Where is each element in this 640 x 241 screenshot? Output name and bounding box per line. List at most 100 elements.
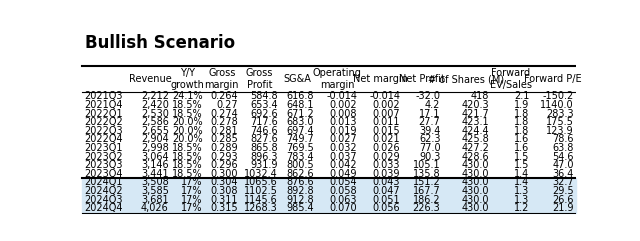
Text: 1.3: 1.3 (514, 186, 529, 196)
Bar (83, 195, 130, 204)
Text: 18.5%: 18.5% (172, 100, 202, 110)
Text: 0.047: 0.047 (372, 186, 401, 196)
Bar (83, 187, 130, 195)
Bar (491, 66, 531, 92)
Bar (204, 161, 239, 170)
Text: 3,681: 3,681 (141, 195, 169, 205)
Bar (442, 161, 491, 170)
Text: 283.3: 283.3 (547, 108, 574, 119)
Text: 1.2: 1.2 (514, 203, 529, 213)
Text: -150.2: -150.2 (543, 91, 574, 101)
Text: 1102.5: 1102.5 (244, 186, 278, 196)
Text: 783.4: 783.4 (286, 152, 314, 162)
Text: 2.1: 2.1 (514, 91, 529, 101)
Bar (316, 92, 358, 101)
Text: 418: 418 (471, 91, 490, 101)
Text: 26.6: 26.6 (552, 195, 574, 205)
Bar (531, 109, 575, 118)
Text: 226.3: 226.3 (413, 203, 440, 213)
Text: 0.289: 0.289 (211, 143, 238, 153)
Bar (358, 187, 402, 195)
Bar (442, 92, 491, 101)
Text: 105.1: 105.1 (413, 160, 440, 170)
Text: 2024Q3: 2024Q3 (84, 195, 122, 205)
Bar (491, 187, 531, 195)
Bar (402, 152, 442, 161)
Bar (316, 135, 358, 144)
Bar (442, 101, 491, 109)
Bar (280, 66, 316, 92)
Text: 54.6: 54.6 (552, 152, 574, 162)
Bar (130, 204, 170, 213)
Text: 2023Q1: 2023Q1 (84, 143, 122, 153)
Bar (130, 135, 170, 144)
Text: 17%: 17% (181, 177, 202, 187)
Text: 0.304: 0.304 (211, 177, 238, 187)
Bar (402, 101, 442, 109)
Bar (280, 161, 316, 170)
Bar (531, 195, 575, 204)
Bar (83, 92, 130, 101)
Text: 1065.6: 1065.6 (244, 177, 278, 187)
Text: 430.0: 430.0 (462, 195, 490, 205)
Bar (531, 144, 575, 152)
Bar (358, 109, 402, 118)
Text: 151.2: 151.2 (413, 177, 440, 187)
Text: 32.7: 32.7 (552, 177, 574, 187)
Text: 865.8: 865.8 (251, 143, 278, 153)
Bar (358, 152, 402, 161)
Bar (204, 152, 239, 161)
Bar (316, 204, 358, 213)
Text: 1.8: 1.8 (514, 117, 529, 127)
Text: 0.049: 0.049 (330, 169, 357, 179)
Text: 423.1: 423.1 (462, 117, 490, 127)
Text: 175.5: 175.5 (546, 117, 574, 127)
Bar (239, 118, 280, 127)
Bar (358, 66, 402, 92)
Bar (442, 195, 491, 204)
Text: 683.0: 683.0 (286, 117, 314, 127)
Bar (280, 144, 316, 152)
Bar (316, 170, 358, 178)
Text: 1.5: 1.5 (514, 160, 529, 170)
Bar (83, 127, 130, 135)
Text: 424.4: 424.4 (462, 126, 490, 136)
Text: 749.7: 749.7 (286, 134, 314, 144)
Bar (280, 204, 316, 213)
Text: 47.0: 47.0 (552, 160, 574, 170)
Text: Operating
margin: Operating margin (312, 68, 362, 90)
Text: Net Profit: Net Profit (399, 74, 445, 84)
Text: 0.008: 0.008 (330, 108, 357, 119)
Text: 0.039: 0.039 (373, 169, 401, 179)
Bar (531, 170, 575, 178)
Bar (358, 195, 402, 204)
Text: Gross
Profit: Gross Profit (246, 68, 273, 90)
Text: 2022Q4: 2022Q4 (84, 134, 123, 144)
Text: 692.6: 692.6 (251, 108, 278, 119)
Text: 0.315: 0.315 (211, 203, 238, 213)
Bar (442, 178, 491, 187)
Bar (442, 144, 491, 152)
Text: 77.0: 77.0 (419, 143, 440, 153)
Bar (83, 161, 130, 170)
Text: 0.015: 0.015 (372, 126, 401, 136)
Text: 648.1: 648.1 (286, 100, 314, 110)
Bar (358, 178, 402, 187)
Bar (83, 204, 130, 213)
Text: 0.281: 0.281 (211, 126, 238, 136)
Text: 62.3: 62.3 (419, 134, 440, 144)
Bar (358, 92, 402, 101)
Bar (531, 135, 575, 144)
Text: 892.8: 892.8 (286, 186, 314, 196)
Text: 430.0: 430.0 (462, 203, 490, 213)
Bar (491, 195, 531, 204)
Text: -0.014: -0.014 (326, 91, 357, 101)
Bar (491, 101, 531, 109)
Bar (130, 109, 170, 118)
Text: 186.2: 186.2 (413, 195, 440, 205)
Bar (531, 92, 575, 101)
Bar (204, 195, 239, 204)
Bar (316, 66, 358, 92)
Bar (491, 161, 531, 170)
Text: 2,998: 2,998 (141, 143, 169, 153)
